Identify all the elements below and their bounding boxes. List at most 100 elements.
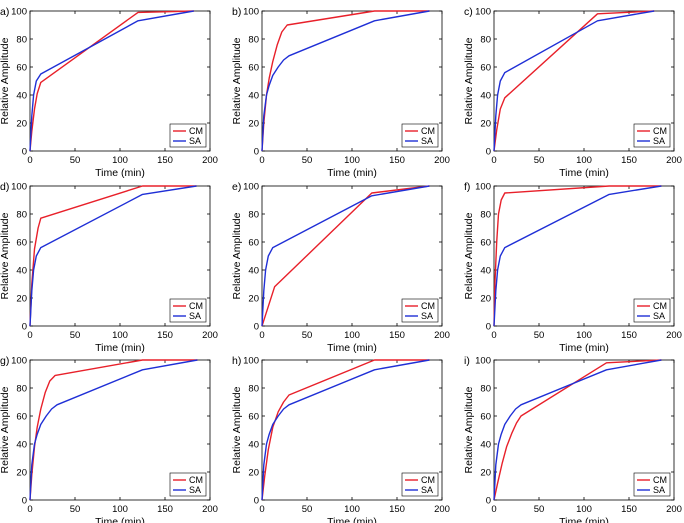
legend-label-sa: SA (189, 311, 201, 321)
x-tick-label: 200 (202, 330, 218, 341)
series-line-sa (261, 10, 430, 152)
x-tick-label: 0 (491, 504, 496, 515)
y-tick-label: 0 (254, 496, 259, 507)
x-tick-label: 0 (259, 330, 264, 341)
y-tick-label: 60 (16, 412, 27, 423)
legend-label-sa: SA (653, 485, 665, 495)
x-axis-label: Time (min) (95, 516, 145, 523)
y-tick-label: 80 (16, 210, 27, 221)
x-tick-label: 50 (534, 330, 545, 341)
series-line-cm (261, 359, 430, 501)
y-tick-label: 40 (16, 91, 27, 102)
y-tick-label: 20 (480, 294, 491, 305)
x-tick-label: 150 (157, 155, 173, 166)
legend-label-cm: CM (421, 475, 435, 485)
y-tick-label: 60 (16, 238, 27, 249)
x-tick-label: 50 (302, 155, 313, 166)
series-line-sa (29, 185, 197, 327)
legend-label-sa: SA (653, 311, 665, 321)
x-tick-label: 200 (434, 504, 450, 515)
y-tick-label: 20 (480, 119, 491, 130)
y-tick-label: 60 (16, 63, 27, 74)
legend-label-cm: CM (189, 475, 203, 485)
x-tick-label: 150 (157, 504, 173, 515)
legend-label-sa: SA (421, 136, 433, 146)
series-line-sa (493, 10, 655, 152)
x-tick-label: 100 (344, 504, 360, 515)
y-tick-label: 100 (243, 7, 259, 18)
panel-letter: e) (232, 181, 241, 193)
y-tick-label: 20 (480, 468, 491, 479)
x-tick-label: 50 (70, 330, 81, 341)
y-tick-label: 60 (480, 63, 491, 74)
y-tick-label: 0 (486, 496, 491, 507)
legend-label-cm: CM (653, 301, 667, 311)
x-tick-label: 200 (434, 155, 450, 166)
x-tick-label: 100 (576, 504, 592, 515)
y-tick-label: 40 (16, 440, 27, 451)
x-tick-label: 50 (302, 504, 313, 515)
y-tick-label: 0 (22, 147, 27, 158)
series-line-sa (261, 185, 430, 327)
y-tick-label: 40 (248, 266, 259, 277)
y-tick-label: 60 (480, 238, 491, 249)
series-line-cm (493, 359, 662, 501)
y-axis-label: Relative Amplitude (231, 212, 243, 299)
legend-label-cm: CM (189, 301, 203, 311)
y-tick-label: 0 (254, 322, 259, 333)
x-tick-label: 100 (576, 155, 592, 166)
y-tick-label: 20 (248, 468, 259, 479)
x-tick-label: 100 (112, 504, 128, 515)
series-line-cm (493, 10, 655, 152)
y-tick-label: 100 (11, 182, 27, 193)
y-tick-label: 40 (480, 91, 491, 102)
series-line-sa (29, 10, 194, 152)
y-axis-label: Relative Amplitude (231, 386, 243, 473)
y-tick-label: 20 (16, 468, 27, 479)
y-tick-label: 0 (486, 147, 491, 158)
series-line-cm (29, 10, 194, 152)
y-tick-label: 80 (248, 210, 259, 221)
y-tick-label: 60 (248, 63, 259, 74)
legend-label-sa: SA (421, 485, 433, 495)
y-tick-label: 100 (11, 356, 27, 367)
x-tick-label: 50 (534, 504, 545, 515)
y-tick-label: 40 (480, 266, 491, 277)
panel-letter: h) (232, 355, 241, 367)
x-axis-label: Time (min) (559, 167, 609, 179)
x-tick-label: 100 (112, 155, 128, 166)
x-tick-label: 150 (389, 330, 405, 341)
y-tick-label: 100 (475, 356, 491, 367)
y-tick-label: 60 (480, 412, 491, 423)
x-tick-label: 150 (621, 155, 637, 166)
series-line-cm (29, 359, 198, 501)
y-tick-label: 20 (248, 119, 259, 130)
x-tick-label: 100 (344, 155, 360, 166)
y-tick-label: 100 (243, 182, 259, 193)
legend-label-cm: CM (653, 475, 667, 485)
x-tick-label: 0 (27, 504, 32, 515)
x-tick-label: 50 (70, 155, 81, 166)
series-line-sa (493, 185, 662, 327)
panel-letter: c) (464, 6, 473, 18)
x-tick-label: 200 (202, 155, 218, 166)
y-tick-label: 80 (480, 210, 491, 221)
series-line-sa (261, 359, 430, 501)
y-axis-label: Relative Amplitude (0, 212, 11, 299)
x-tick-label: 150 (157, 330, 173, 341)
x-tick-label: 0 (491, 155, 496, 166)
legend-label-cm: CM (189, 126, 203, 136)
y-axis-label: Relative Amplitude (0, 386, 11, 473)
y-tick-label: 20 (248, 294, 259, 305)
x-tick-label: 0 (259, 155, 264, 166)
y-tick-label: 80 (480, 384, 491, 395)
